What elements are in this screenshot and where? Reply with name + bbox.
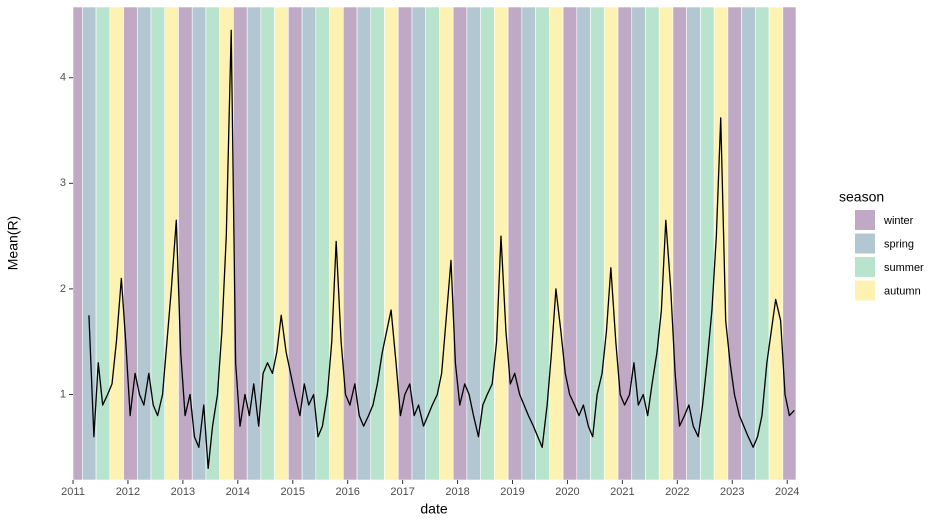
- season-band: [686, 6, 701, 481]
- y-tick-label: 4: [60, 72, 66, 84]
- season-band: [343, 6, 358, 481]
- season-band: [274, 6, 289, 481]
- season-band: [95, 6, 111, 481]
- season-band: [178, 6, 193, 481]
- season-band: [370, 6, 385, 481]
- season-band: [521, 6, 536, 481]
- season-band: [645, 6, 660, 481]
- season-band: [425, 6, 440, 481]
- season-band: [562, 6, 578, 481]
- x-tick-label: 2022: [665, 486, 689, 498]
- season-band: [246, 6, 262, 481]
- season-band: [768, 6, 784, 481]
- y-axis-title: Mean(R): [5, 216, 21, 270]
- x-tick-label: 2023: [720, 486, 744, 498]
- season-band: [590, 6, 605, 481]
- season-band: [466, 6, 481, 481]
- season-band: [727, 6, 742, 481]
- season-band: [72, 6, 83, 481]
- season-band: [150, 6, 166, 481]
- legend-title: season: [839, 189, 884, 205]
- legend-text: spring: [884, 238, 914, 250]
- season-band: [617, 6, 633, 481]
- legend-text: autumn: [884, 285, 921, 297]
- x-tick-label: 2020: [555, 486, 579, 498]
- season-band: [288, 6, 303, 481]
- season-band: [549, 6, 564, 481]
- season-band: [205, 6, 220, 481]
- season-band: [109, 6, 124, 481]
- x-tick-label: 2021: [610, 486, 634, 498]
- season-band: [233, 6, 248, 481]
- x-tick-label: 2013: [171, 486, 195, 498]
- season-band: [260, 6, 275, 481]
- season-band: [658, 6, 674, 481]
- y-tick-label: 2: [60, 283, 66, 295]
- season-band: [631, 6, 646, 481]
- season-band: [384, 6, 399, 481]
- x-tick-label: 2019: [500, 486, 524, 498]
- x-tick-label: 2017: [390, 486, 414, 498]
- legend-text: winter: [883, 215, 914, 227]
- x-tick-label: 2012: [116, 486, 140, 498]
- season-band: [315, 6, 330, 481]
- season-band: [82, 6, 97, 481]
- x-tick-label: 2011: [61, 486, 85, 498]
- legend-key: [855, 257, 875, 277]
- legend-key: [855, 210, 875, 230]
- season-band: [672, 6, 687, 481]
- legend-text: summer: [884, 262, 924, 274]
- x-tick-label: 2016: [335, 486, 359, 498]
- x-tick-label: 2024: [775, 486, 799, 498]
- y-tick-label: 1: [60, 388, 66, 400]
- season-band: [136, 6, 152, 481]
- x-tick-label: 2018: [445, 486, 469, 498]
- legend-key: [855, 280, 875, 301]
- x-tick-label: 2015: [281, 486, 305, 498]
- season-band: [356, 6, 372, 481]
- data-line: [88, 29, 795, 470]
- season-band: [741, 6, 756, 481]
- y-tick-label: 3: [60, 177, 66, 189]
- season-band: [576, 6, 591, 481]
- x-tick-label: 2014: [226, 486, 250, 498]
- x-axis-title: date: [420, 501, 447, 517]
- season-band: [439, 6, 454, 481]
- season-band: [452, 6, 468, 481]
- legend-key: [855, 233, 875, 254]
- season-band: [507, 6, 523, 481]
- season-band: [603, 6, 619, 481]
- season-band: [782, 6, 797, 481]
- season-band: [301, 6, 317, 481]
